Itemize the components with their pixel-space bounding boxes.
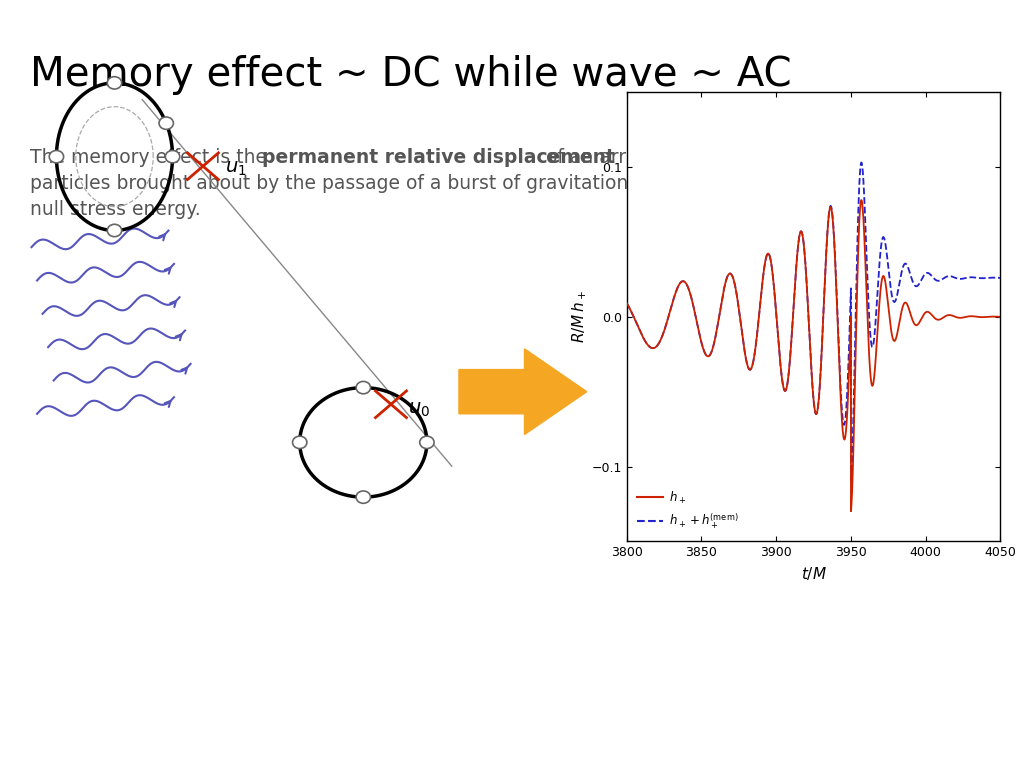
Circle shape bbox=[108, 224, 122, 237]
Text: The memory effect is the: The memory effect is the bbox=[30, 148, 273, 167]
FancyArrow shape bbox=[459, 349, 587, 435]
Text: $u_1$: $u_1$ bbox=[225, 159, 247, 178]
Text: of an array of test: of an array of test bbox=[540, 148, 715, 167]
Y-axis label: $R/M\,h_+$: $R/M\,h_+$ bbox=[570, 290, 589, 343]
Text: permanent relative displacement: permanent relative displacement bbox=[262, 148, 614, 167]
X-axis label: $t/M$: $t/M$ bbox=[801, 564, 826, 582]
Text: $u_0$: $u_0$ bbox=[408, 399, 430, 419]
Legend: $h_+$, $h_+ + h_+^{\rm (mem)}$: $h_+$, $h_+ + h_+^{\rm (mem)}$ bbox=[633, 485, 743, 535]
Text: null stress energy.: null stress energy. bbox=[30, 200, 201, 219]
Text: Memory effect ~ DC while wave ~ AC: Memory effect ~ DC while wave ~ AC bbox=[30, 55, 792, 95]
Text: particles brought about by the passage of a burst of gravitational radiation and: particles brought about by the passage o… bbox=[30, 174, 802, 193]
Circle shape bbox=[108, 77, 122, 89]
Circle shape bbox=[159, 117, 173, 129]
Circle shape bbox=[293, 436, 307, 449]
Circle shape bbox=[356, 382, 371, 394]
Circle shape bbox=[420, 436, 434, 449]
Circle shape bbox=[49, 151, 63, 163]
Circle shape bbox=[356, 491, 371, 503]
Circle shape bbox=[165, 151, 180, 163]
